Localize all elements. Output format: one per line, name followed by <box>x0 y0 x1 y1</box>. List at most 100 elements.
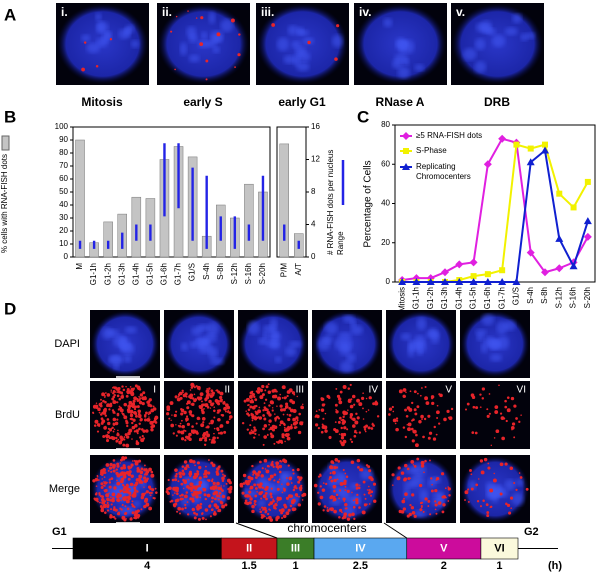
brdu-focus <box>196 507 200 511</box>
brdu-focus <box>117 492 120 496</box>
image-label: ii. <box>162 5 172 19</box>
brdu-focus <box>336 24 340 28</box>
brdu-focus <box>245 397 250 402</box>
brdu-focus <box>282 422 286 426</box>
brdu-focus <box>95 402 98 404</box>
x-tick-label: G1-5h <box>469 287 478 309</box>
brdu-focus <box>249 497 253 501</box>
brdu-focus <box>272 465 275 468</box>
brdu-focus <box>230 18 235 23</box>
brdu-focus <box>434 503 438 507</box>
brdu-focus <box>368 485 370 488</box>
brdu-focus <box>181 472 186 476</box>
brdu-focus <box>269 400 274 405</box>
x-tick-label: G1/S <box>512 287 521 305</box>
brdu-focus <box>110 477 114 480</box>
brdu-focus <box>333 489 336 493</box>
brdu-focus <box>340 426 343 430</box>
brdu-focus <box>133 407 137 411</box>
note-label: chromocenters <box>287 521 366 535</box>
x-tick-label: S-16h <box>569 287 578 308</box>
chromocenter <box>392 59 403 69</box>
brdu-focus <box>217 390 221 394</box>
brdu-focus <box>202 421 205 424</box>
brdu-focus <box>268 477 272 481</box>
brdu-focus <box>262 443 265 446</box>
brdu-focus <box>519 476 523 479</box>
chromocenter <box>189 341 197 348</box>
y-tick-label: 20 <box>381 238 390 247</box>
brdu-focus <box>210 479 214 483</box>
data-point <box>484 271 491 278</box>
brdu-focus <box>166 407 171 412</box>
brdu-focus <box>132 460 134 462</box>
y-tick-label: 0 <box>386 277 391 286</box>
data-point <box>469 258 478 267</box>
brdu-focus <box>252 473 255 476</box>
brdu-focus <box>97 479 100 481</box>
chromocenter <box>296 62 310 72</box>
brdu-focus <box>362 418 365 420</box>
y2-tick-label: 8 <box>311 187 316 196</box>
chromocenter <box>486 27 497 36</box>
brdu-focus <box>145 502 150 507</box>
brdu-focus <box>125 486 129 491</box>
brdu-focus <box>317 427 321 430</box>
brdu-focus <box>203 475 206 478</box>
x-tick-label: G1/S <box>188 263 197 281</box>
brdu-focus <box>268 508 271 511</box>
brdu-focus <box>278 478 281 481</box>
brdu-focus <box>351 394 356 399</box>
brdu-focus <box>326 507 329 509</box>
brdu-focus <box>443 417 447 422</box>
panel-label: D <box>4 299 16 318</box>
brdu-focus <box>276 515 280 520</box>
column-label: I <box>153 385 156 396</box>
chromocenter <box>258 337 269 345</box>
brdu-focus <box>188 466 190 469</box>
brdu-focus <box>275 441 278 443</box>
brdu-focus <box>372 424 375 427</box>
phase-label: G2 <box>524 526 539 538</box>
brdu-focus <box>336 478 339 481</box>
brdu-focus <box>278 464 283 469</box>
data-point <box>412 278 421 285</box>
brdu-focus <box>138 415 142 419</box>
brdu-focus <box>174 492 176 494</box>
brdu-focus <box>224 410 227 413</box>
brdu-focus <box>121 394 124 397</box>
micrograph <box>460 381 530 449</box>
y-tick-label: 100 <box>55 122 69 131</box>
brdu-focus <box>413 390 417 394</box>
brdu-focus <box>179 512 181 515</box>
brdu-focus <box>94 497 98 501</box>
brdu-focus <box>131 500 134 503</box>
brdu-focus <box>125 394 129 398</box>
brdu-focus <box>211 496 214 500</box>
brdu-focus <box>493 472 495 475</box>
brdu-focus <box>341 421 345 425</box>
brdu-focus <box>179 474 183 479</box>
chromocenter <box>97 21 109 33</box>
brdu-focus <box>486 511 490 514</box>
brdu-focus <box>148 506 153 511</box>
chromocenter <box>179 42 187 56</box>
micrograph <box>460 455 530 523</box>
range-bar <box>121 232 124 249</box>
brdu-focus <box>442 503 446 507</box>
brdu-focus <box>330 460 334 464</box>
brdu-focus <box>297 475 300 479</box>
brdu-focus <box>132 399 136 403</box>
brdu-focus <box>111 498 115 503</box>
brdu-focus <box>138 427 141 431</box>
brdu-focus <box>138 474 143 479</box>
brdu-focus <box>99 501 101 504</box>
brdu-focus <box>357 466 360 469</box>
brdu-focus <box>248 394 253 399</box>
brdu-focus <box>475 483 479 487</box>
brdu-focus <box>338 433 341 435</box>
chromocenter <box>220 18 234 33</box>
row-label: DAPI <box>54 338 80 350</box>
brdu-focus <box>116 462 120 466</box>
